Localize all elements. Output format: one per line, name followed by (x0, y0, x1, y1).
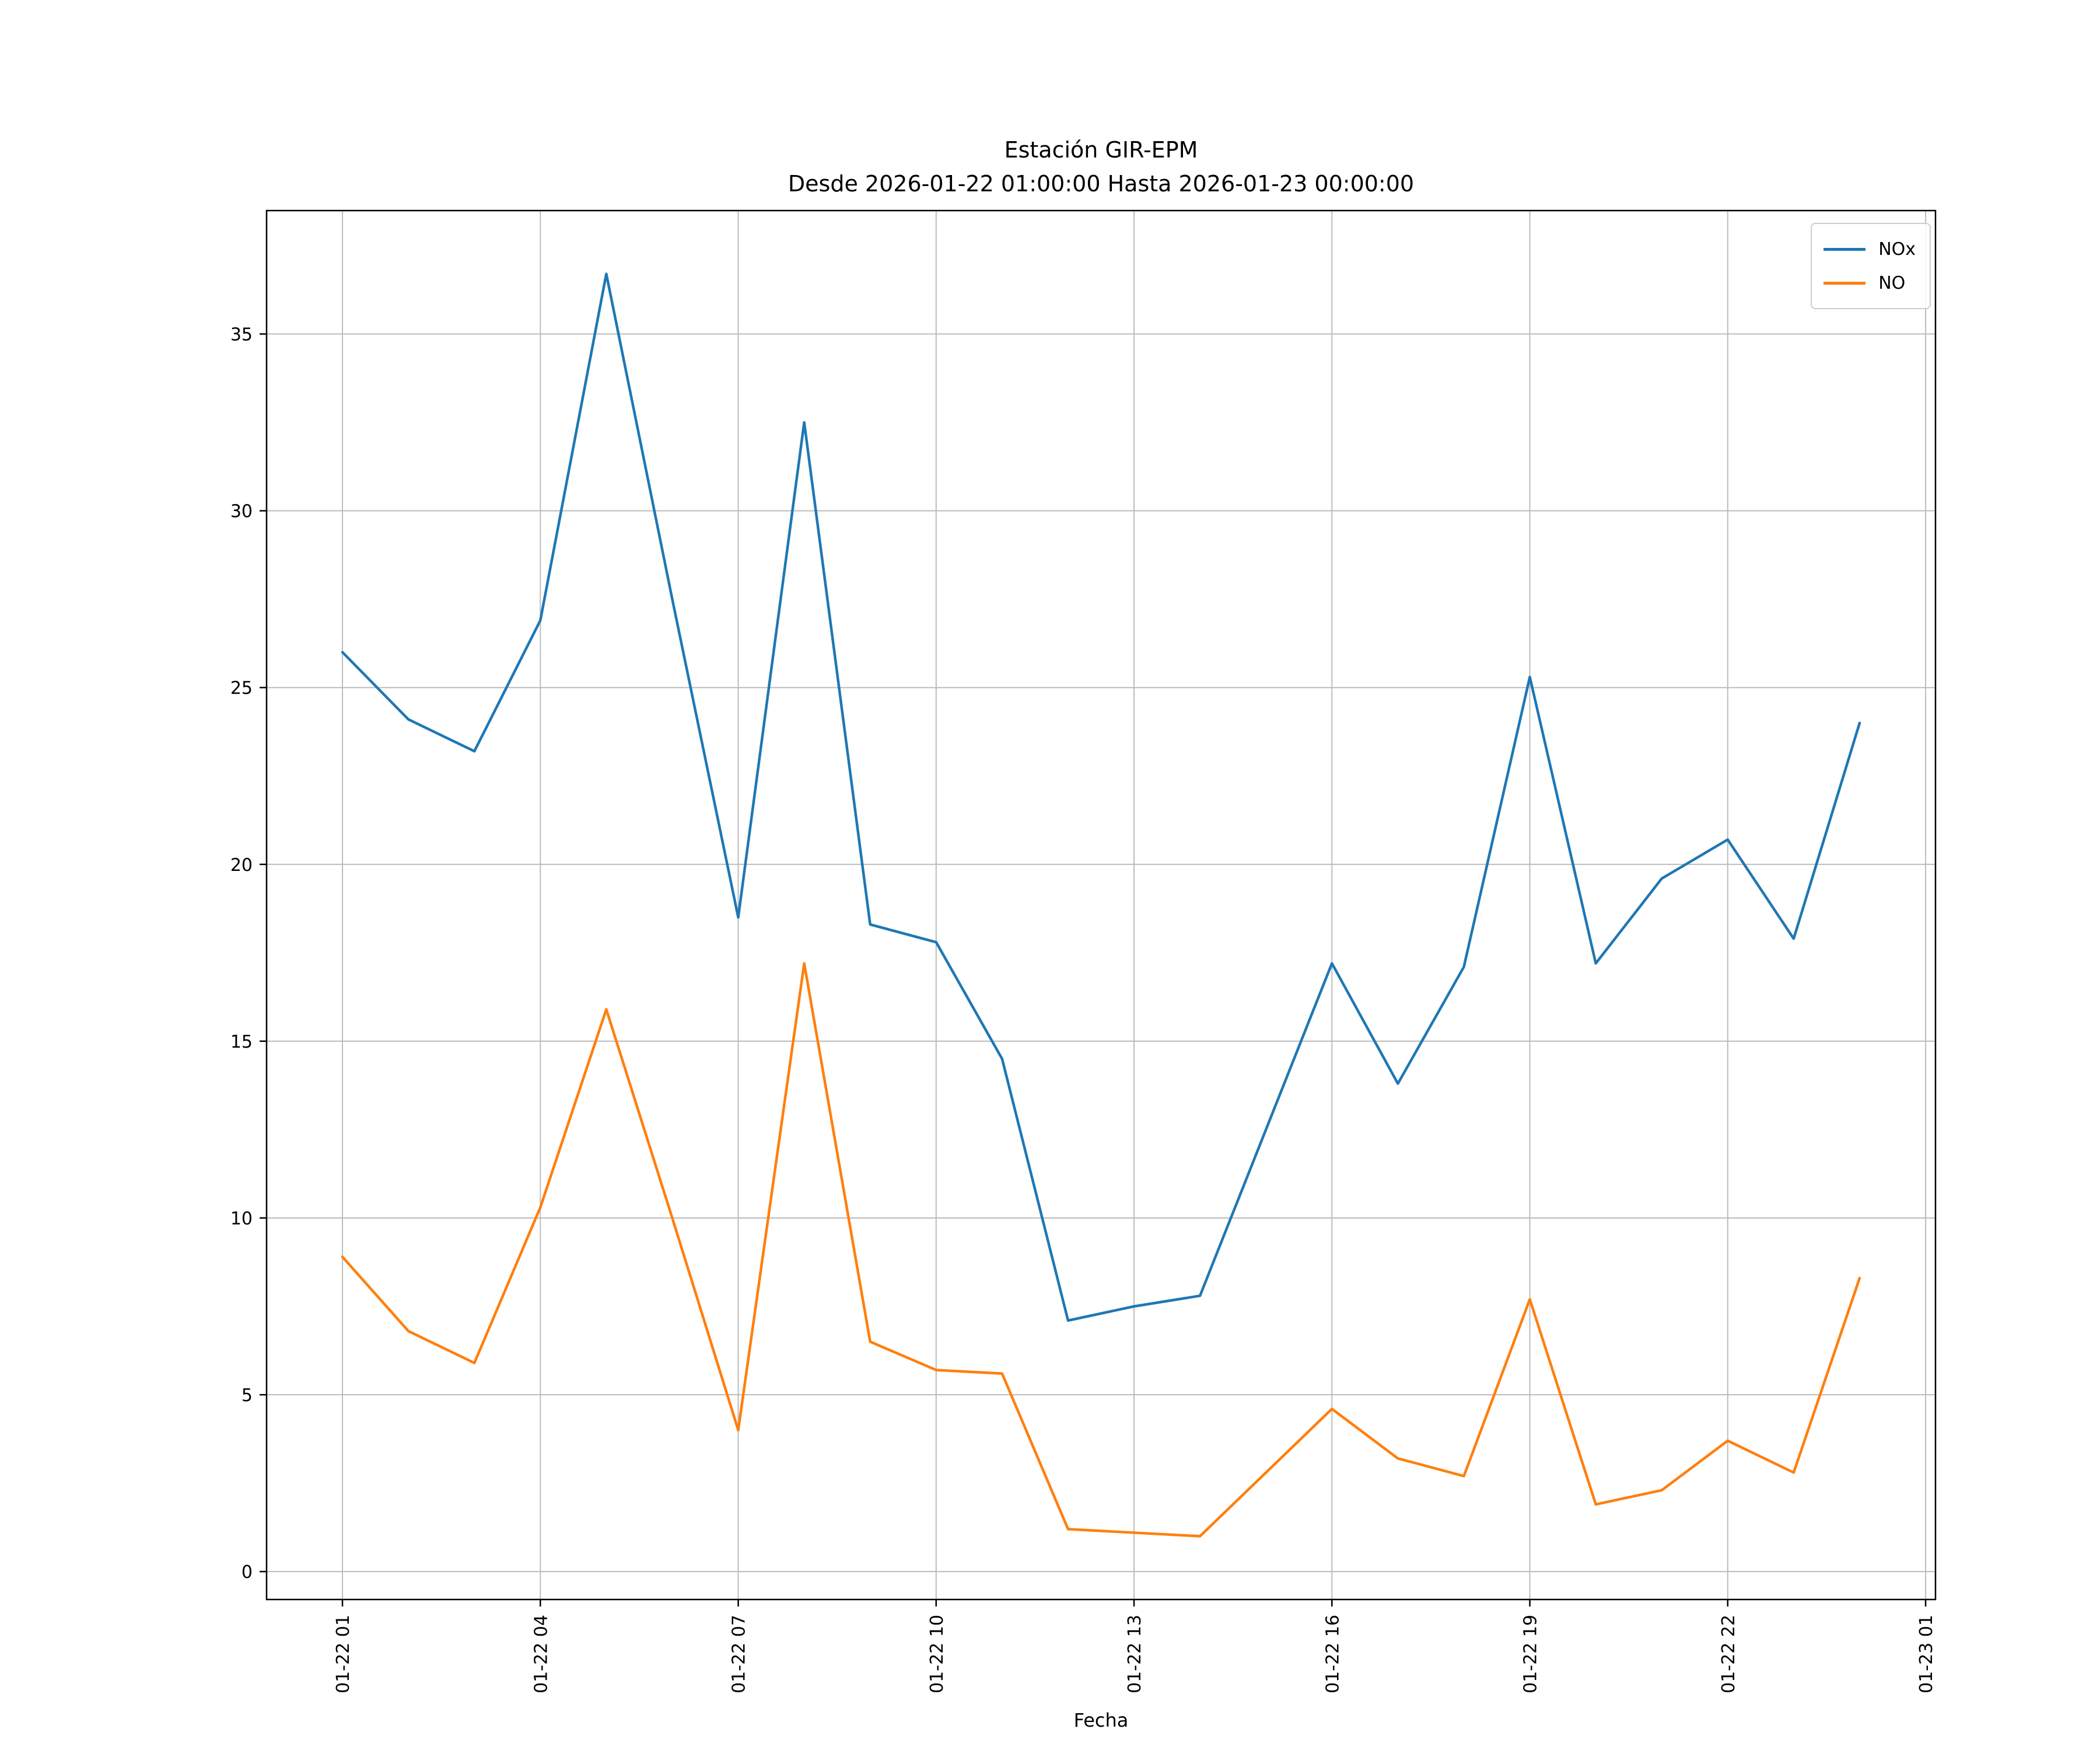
legend: NOx NO (1811, 223, 1931, 309)
x-tick-label: 01-23 01 (1916, 1615, 1937, 1693)
x-tick-label: 01-22 22 (1718, 1615, 1739, 1693)
x-tick-label: 01-22 07 (729, 1615, 750, 1693)
legend-item-nox: NOx (1824, 232, 1916, 266)
chart-title: Estación GIR-EPM (1004, 137, 1198, 163)
no-line-swatch (1824, 281, 1866, 285)
chart-subtitle: Desde 2026-01-22 01:00:00 Hasta 2026-01-… (788, 171, 1415, 197)
y-tick-label: 35 (230, 325, 253, 345)
y-tick-label: 0 (242, 1562, 253, 1583)
x-tick-label: 01-22 10 (927, 1615, 947, 1693)
x-axis-label: Fecha (1073, 1709, 1129, 1731)
x-tick-label: 01-22 13 (1125, 1615, 1145, 1693)
series-line-nox (341, 272, 1861, 1322)
chart-title-block: Estación GIR-EPM Desde 2026-01-22 01:00:… (267, 133, 1936, 201)
y-tick-label: 20 (230, 855, 253, 876)
y-tick-label: 25 (230, 678, 253, 699)
y-tick-label: 10 (230, 1209, 253, 1229)
x-tick-label: 01-22 04 (531, 1615, 551, 1693)
legend-label-nox: NOx (1878, 239, 1916, 260)
x-tick-label: 01-22 16 (1322, 1615, 1343, 1693)
y-tick-label: 30 (230, 502, 253, 522)
x-tick-label: 01-22 19 (1521, 1615, 1541, 1693)
y-tick-label: 15 (230, 1032, 253, 1052)
x-tick-label: 01-22 01 (333, 1615, 354, 1693)
legend-label-no: NO (1878, 272, 1906, 293)
legend-item-no: NO (1824, 266, 1916, 300)
nox-line-swatch (1824, 247, 1866, 251)
series-line-no (341, 962, 1861, 1538)
plot-border (265, 209, 1937, 1601)
y-tick-label: 5 (242, 1385, 253, 1406)
